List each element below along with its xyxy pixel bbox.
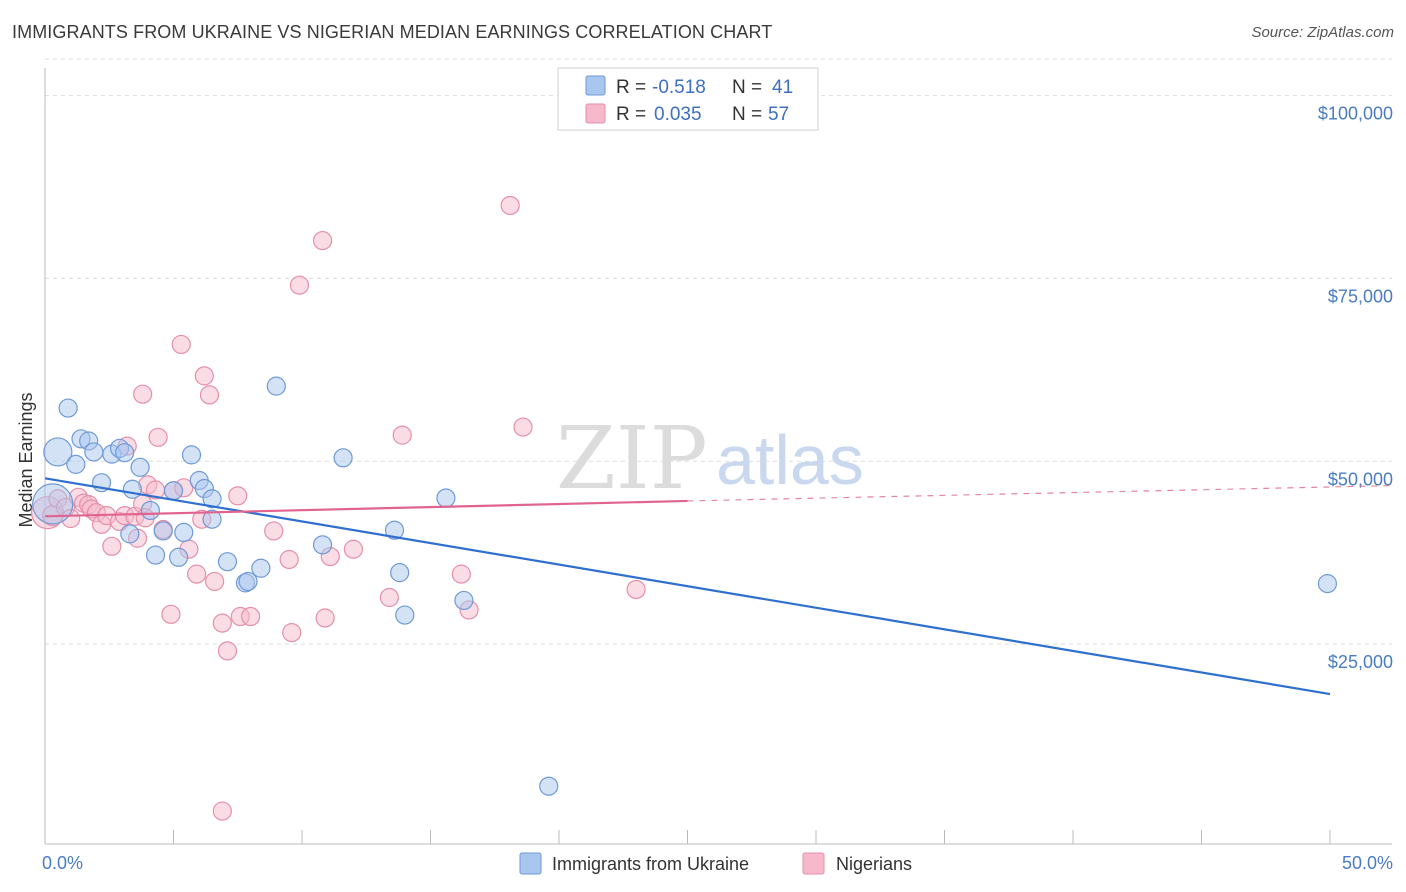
trend-lines	[44, 477, 1393, 696]
y-tick-label: $75,000	[1328, 286, 1393, 306]
ukraine-point	[58, 398, 78, 418]
ukraine-point	[390, 563, 410, 583]
series-label-ukraine: Immigrants from Ukraine	[552, 854, 749, 874]
y-tick-label: $25,000	[1328, 652, 1393, 672]
series-label-nigerians: Nigerians	[836, 854, 912, 874]
ukraine-point	[115, 443, 135, 463]
nigerians-point	[451, 564, 471, 584]
y-axis-label: Median Earnings	[16, 392, 36, 527]
legend-n-value-ukraine: 41	[772, 77, 793, 98]
nigerians-point	[315, 608, 335, 628]
nigerians-point	[379, 587, 399, 608]
ukraine-point	[169, 547, 189, 567]
x-tick-label-start: 0.0%	[42, 853, 83, 873]
ukraine-point	[238, 571, 258, 592]
ukraine-trend-line	[44, 477, 1331, 696]
x-tick-label-end: 50.0%	[1342, 853, 1393, 873]
nigerians-point	[392, 425, 412, 445]
nigerians-trend-line	[44, 499, 688, 518]
legend-swatch-nigerians	[585, 103, 606, 124]
ukraine-point	[43, 437, 73, 467]
nigerians-point	[187, 564, 207, 584]
ukraine-point	[384, 520, 405, 540]
ukraine-point	[84, 442, 104, 462]
nigerians-points	[30, 195, 646, 821]
ukraine-point	[130, 457, 150, 477]
nigerians-point	[626, 579, 646, 600]
correlation-legend: R = -0.518 N = 41 R = 0.035 N = 57	[557, 67, 819, 131]
ukraine-point	[436, 488, 456, 508]
nigerians-point	[102, 536, 122, 556]
legend-n-label-ukraine: N =	[732, 77, 762, 98]
nigerians-point	[133, 384, 153, 404]
x-ticks: 0.0% 50.0%	[42, 830, 1393, 873]
chart-title: IMMIGRANTS FROM UKRAINE VS NIGERIAN MEDI…	[12, 22, 773, 42]
nigerians-point	[343, 539, 363, 559]
ukraine-point	[181, 445, 202, 465]
nigerians-point	[228, 486, 248, 506]
legend-n-value-nigerians: 57	[768, 104, 789, 125]
legend-swatch-ukraine	[585, 75, 606, 96]
nigerians-point	[148, 427, 168, 447]
nigerians-point	[205, 571, 225, 592]
series-legend: Immigrants from Ukraine Nigerians	[519, 852, 912, 875]
ukraine-point	[202, 489, 222, 509]
legend-r-label-nigerians: R =	[616, 104, 646, 125]
nigerians-point	[500, 195, 520, 216]
nigerians-point	[282, 623, 302, 643]
watermark: ZIP atlas	[556, 409, 864, 509]
ukraine-point	[122, 479, 142, 499]
legend-r-value-nigerians: 0.035	[654, 104, 702, 125]
ukraine-point	[333, 448, 353, 468]
series-swatch-ukraine	[519, 852, 542, 875]
legend-r-value-ukraine: -0.518	[652, 77, 706, 98]
nigerians-trend-extension	[687, 485, 1393, 502]
ukraine-point	[251, 558, 271, 578]
nigerians-point	[199, 385, 220, 405]
nigerians-point	[513, 417, 533, 437]
ukraine-point	[395, 605, 415, 625]
ukraine-point	[66, 454, 86, 474]
nigerians-point	[212, 613, 232, 633]
ukraine-point	[145, 545, 166, 565]
watermark-zip: ZIP	[556, 409, 708, 509]
ukraine-point	[266, 376, 286, 396]
nigerians-point	[241, 606, 261, 627]
nigerians-point	[212, 801, 232, 821]
nigerians-point	[264, 521, 284, 541]
ukraine-point	[217, 552, 238, 572]
nigerians-point	[289, 275, 310, 295]
y-tick-label: $50,000	[1328, 469, 1393, 489]
ukraine-point	[454, 590, 474, 611]
source-label: Source: ZipAtlas.com	[1251, 24, 1394, 41]
ukraine-point	[1317, 574, 1338, 594]
nigerians-point	[161, 604, 181, 624]
nigerians-point	[217, 641, 238, 661]
ukraine-point	[539, 776, 559, 796]
series-swatch-nigerians	[802, 852, 825, 875]
nigerians-point	[171, 334, 191, 355]
ukraine-point	[312, 535, 333, 555]
ukraine-point	[153, 521, 173, 541]
y-tick-label: $100,000	[1318, 104, 1393, 124]
ukraine-point	[202, 509, 222, 529]
ukraine-point	[163, 481, 184, 501]
ukraine-point	[174, 522, 194, 543]
watermark-atlas: atlas	[716, 421, 864, 499]
grid	[45, 58, 1392, 645]
nigerians-point	[194, 366, 214, 386]
ukraine-point	[140, 500, 160, 521]
ukraine-points	[32, 376, 1338, 796]
y-tick-labels: $25,000 $50,000 $75,000 $100,000	[1318, 104, 1393, 673]
ukraine-point	[120, 524, 140, 544]
legend-r-label-ukraine: R =	[616, 77, 646, 98]
nigerians-point	[312, 230, 333, 251]
nigerians-point	[279, 549, 299, 570]
ukraine-point	[32, 483, 74, 525]
legend-n-label-nigerians: N =	[732, 104, 762, 125]
